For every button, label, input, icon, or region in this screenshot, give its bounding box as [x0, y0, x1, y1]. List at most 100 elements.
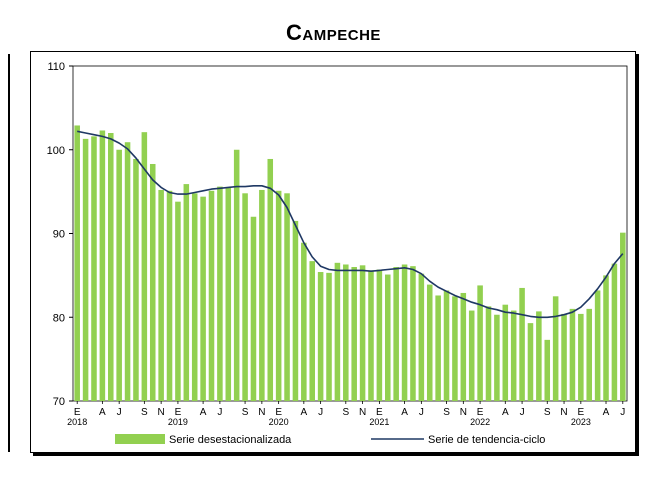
x-tick-label: N [460, 407, 467, 418]
bar [275, 190, 282, 401]
x-tick-label: E [577, 407, 584, 418]
bar [208, 190, 215, 401]
bar [284, 193, 290, 401]
bar [510, 310, 517, 401]
x-tick-label: A [300, 407, 307, 418]
bar [620, 232, 626, 401]
bar [536, 311, 542, 401]
x-tick-label: E [477, 407, 484, 418]
x-tick-label: J [520, 407, 525, 418]
x-tick-label: N [158, 407, 165, 418]
y-tick-label: 100 [47, 145, 65, 157]
bar [343, 264, 349, 401]
x-tick-label: N [359, 407, 366, 418]
bar [175, 201, 181, 401]
x-tick-label: N [258, 407, 265, 418]
bar [233, 149, 240, 401]
bar [267, 158, 274, 401]
year-label: 2018 [67, 417, 87, 427]
bar [259, 189, 265, 401]
bar [527, 323, 534, 401]
legend-bar-label: Serie desestacionalizada [169, 434, 292, 446]
bar [309, 261, 315, 401]
bar [99, 130, 106, 402]
year-label: 2022 [470, 417, 490, 427]
bar [561, 313, 567, 401]
bar [468, 310, 475, 401]
bar [426, 284, 433, 401]
bar [301, 242, 307, 401]
bar [401, 264, 408, 401]
bar [485, 306, 492, 401]
year-label: 2023 [571, 417, 591, 427]
bar [519, 287, 525, 401]
bar [393, 267, 399, 401]
bar [385, 274, 391, 401]
x-tick-label: J [620, 407, 625, 418]
bar [502, 304, 509, 401]
bar [443, 290, 450, 401]
x-tick-label: S [242, 407, 249, 418]
bar [552, 296, 559, 401]
bar [225, 187, 232, 401]
y-tick-label: 80 [53, 312, 65, 324]
adjacent-panel-border [8, 54, 10, 452]
bar [368, 270, 374, 401]
x-tick-label: E [175, 407, 182, 418]
bar [149, 163, 156, 401]
bar [544, 339, 551, 401]
bar [133, 158, 139, 401]
bar [191, 193, 198, 401]
bar [183, 184, 190, 401]
x-tick-label: S [443, 407, 450, 418]
bar [141, 132, 148, 401]
bar [351, 267, 357, 401]
year-label: 2020 [269, 417, 289, 427]
bar [477, 285, 483, 401]
chart-frame [30, 51, 636, 453]
bar [452, 296, 458, 401]
x-tick-label: A [603, 407, 610, 418]
x-tick-label: A [502, 407, 509, 418]
x-tick-label: J [117, 407, 122, 418]
year-label: 2019 [168, 417, 188, 427]
x-tick-label: A [99, 407, 106, 418]
trend-line [77, 130, 624, 319]
bar [435, 295, 441, 401]
x-tick-label: A [200, 407, 207, 418]
bar [116, 149, 122, 401]
x-tick-label: S [342, 407, 349, 418]
x-tick-label: S [544, 407, 551, 418]
bar [586, 308, 592, 401]
bar [603, 275, 609, 401]
bar [74, 125, 80, 402]
bar [418, 273, 425, 401]
bar [124, 142, 131, 401]
bar [317, 272, 324, 401]
chart-title: Campeche [286, 20, 381, 45]
y-tick-label: 110 [47, 61, 65, 73]
x-tick-label: E [376, 407, 383, 418]
bar [91, 136, 97, 401]
bar [166, 190, 173, 401]
bar [334, 262, 341, 401]
bar [250, 216, 257, 401]
bar [158, 189, 164, 401]
y-tick-label: 70 [53, 396, 65, 408]
x-tick-label: S [141, 407, 148, 418]
x-tick-label: A [401, 407, 408, 418]
bar [611, 263, 618, 401]
bar [410, 266, 416, 401]
bar [569, 308, 576, 401]
bar [108, 133, 114, 401]
bar [494, 314, 500, 401]
bar [217, 186, 223, 401]
y-tick-label: 90 [53, 229, 65, 241]
legend-line-label: Serie de tendencia-ciclo [428, 434, 545, 446]
x-tick-label: N [560, 407, 567, 418]
bar [292, 220, 299, 401]
x-tick-label: J [419, 407, 424, 418]
bar [242, 193, 248, 401]
bar [460, 292, 467, 401]
